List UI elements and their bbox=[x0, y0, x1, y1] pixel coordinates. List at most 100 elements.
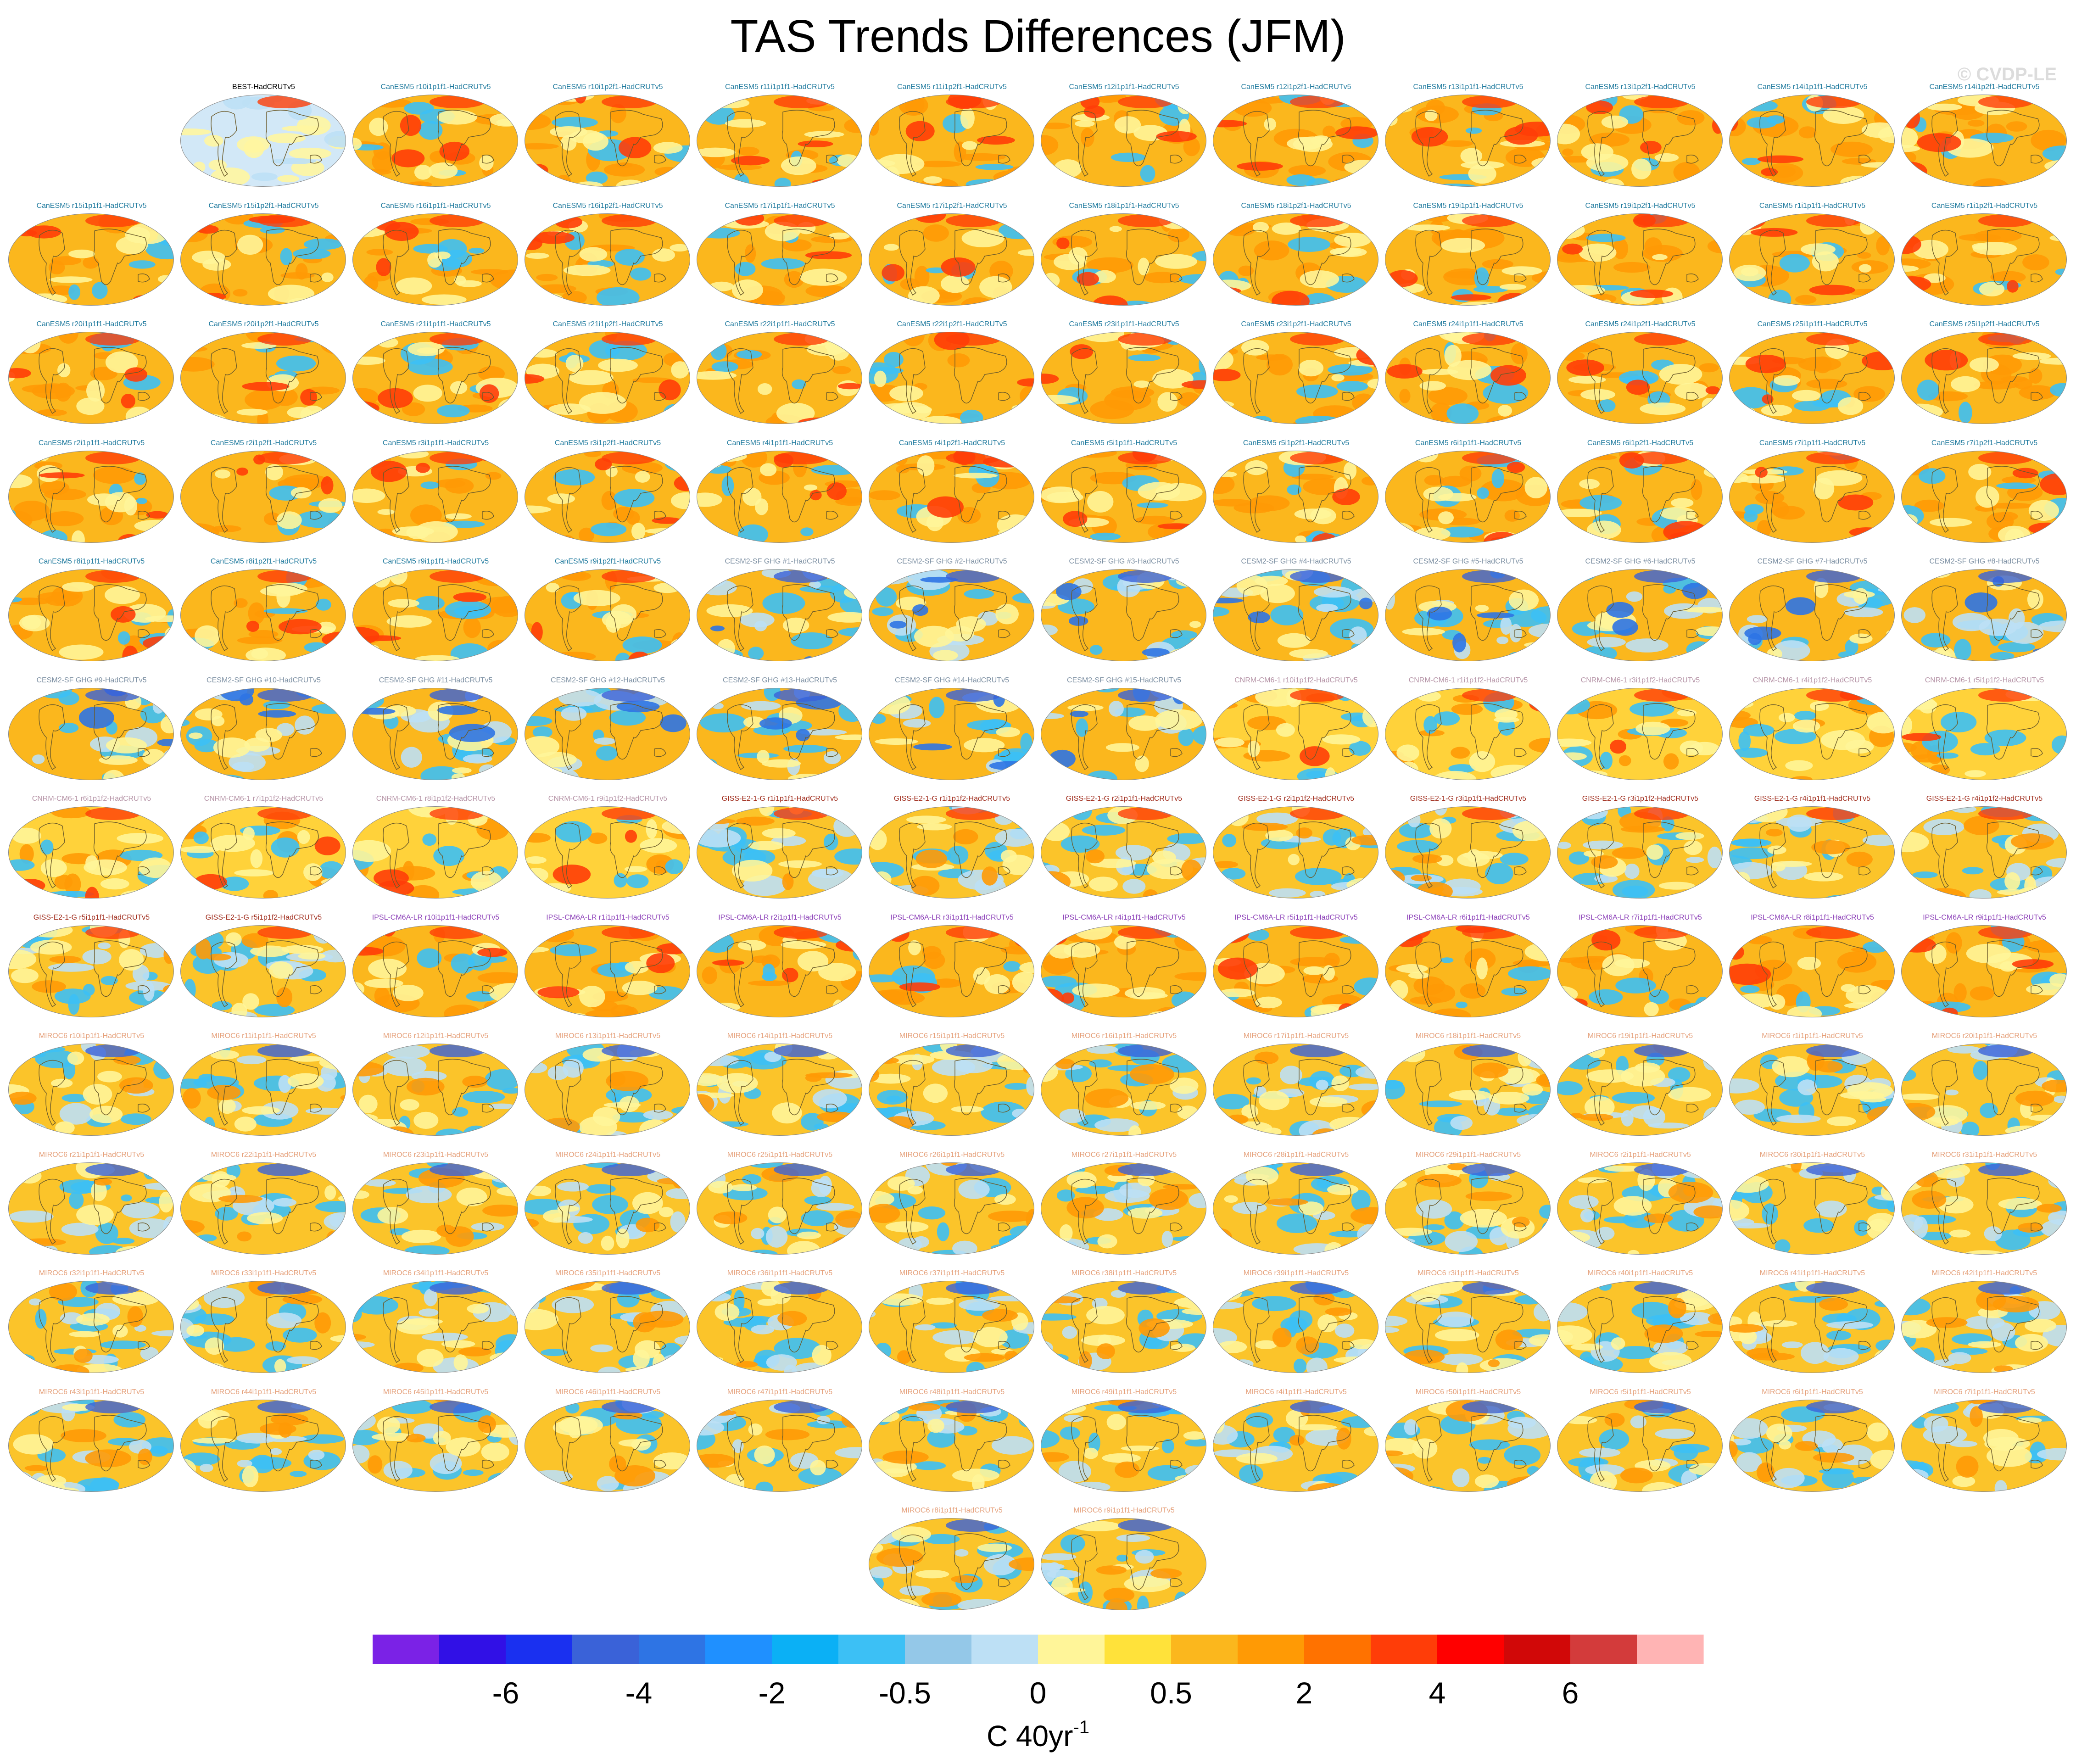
trend-map bbox=[8, 806, 174, 899]
map-panel: CanESM5 r3i1p1f1-HadCRUTv5 bbox=[350, 439, 522, 548]
map-panel-label: MIROC6 r16i1p1f1-HadCRUTv5 bbox=[1071, 1032, 1177, 1040]
map-panel: CESM2-SF GHG #1-HadCRUTv5 bbox=[694, 557, 866, 666]
map-panel: CanESM5 r7i1p2f1-HadCRUTv5 bbox=[1898, 439, 2070, 548]
map-panel-label: CanESM5 r18i1p2f1-HadCRUTv5 bbox=[1241, 201, 1351, 210]
trend-map bbox=[1557, 450, 1723, 543]
trend-map bbox=[1385, 925, 1551, 1017]
map-panel: MIROC6 r47i1p1f1-HadCRUTv5 bbox=[694, 1388, 866, 1497]
map-panel-label: CanESM5 r18i1p1f1-HadCRUTv5 bbox=[1069, 201, 1179, 210]
map-panel: CanESM5 r1i1p2f1-HadCRUTv5 bbox=[1898, 201, 2070, 311]
map-panel-label: CanESM5 r5i1p1f1-HadCRUTv5 bbox=[1071, 439, 1178, 447]
map-panel-label: MIROC6 r30i1p1f1-HadCRUTv5 bbox=[1759, 1150, 1865, 1159]
trend-map bbox=[1385, 332, 1551, 424]
trend-map bbox=[1385, 1162, 1551, 1255]
map-panel-label: GISS-E2-1-G r2i1p1f2-HadCRUTv5 bbox=[1238, 795, 1355, 803]
map-panel-label: MIROC6 r6i1p1f1-HadCRUTv5 bbox=[1762, 1388, 1863, 1396]
trend-map bbox=[1385, 213, 1551, 306]
trend-map bbox=[1729, 332, 1895, 424]
map-panel-label: CESM2-SF GHG #3-HadCRUTv5 bbox=[1069, 558, 1179, 565]
trend-map bbox=[180, 806, 346, 899]
map-panel-label: MIROC6 r25i1p1f1-HadCRUTv5 bbox=[727, 1150, 833, 1159]
trend-map bbox=[8, 1281, 174, 1373]
map-panel: CNRM-CM6-1 r3i1p1f2-HadCRUTv5 bbox=[1554, 676, 1726, 785]
map-panel: IPSL-CM6A-LR r4i1p1f1-HadCRUTv5 bbox=[1038, 913, 1210, 1022]
map-panel-label: IPSL-CM6A-LR r10i1p1f1-HadCRUTv5 bbox=[372, 913, 500, 921]
trend-map bbox=[1041, 806, 1206, 899]
map-panel-label: GISS-E2-1-G r1i1p1f2-HadCRUTv5 bbox=[893, 795, 1010, 803]
map-panel: CanESM5 r16i1p1f1-HadCRUTv5 bbox=[350, 201, 522, 311]
trend-map bbox=[525, 1399, 690, 1492]
map-panel: MIROC6 r50i1p1f1-HadCRUTv5 bbox=[1382, 1388, 1554, 1497]
trend-map bbox=[1385, 1044, 1551, 1136]
map-panel: MIROC6 r37i1p1f1-HadCRUTv5 bbox=[866, 1269, 1038, 1378]
map-panel-label: MIROC6 r48i1p1f1-HadCRUTv5 bbox=[899, 1388, 1005, 1396]
map-panel-label: CanESM5 r17i1p2f1-HadCRUTv5 bbox=[897, 201, 1007, 210]
trend-map bbox=[8, 1044, 174, 1136]
map-panel-label: CESM2-SF GHG #5-HadCRUTv5 bbox=[1413, 558, 1524, 565]
trend-map bbox=[1729, 1399, 1895, 1492]
trend-map bbox=[525, 450, 690, 543]
map-panel: MIROC6 r35i1p1f1-HadCRUTv5 bbox=[522, 1269, 694, 1378]
map-panel: MIROC6 r49i1p1f1-HadCRUTv5 bbox=[1038, 1388, 1210, 1497]
map-panel: GISS-E2-1-G r5i1p1f1-HadCRUTv5 bbox=[6, 913, 178, 1022]
map-panel-label: CanESM5 r24i1p2f1-HadCRUTv5 bbox=[1585, 320, 1696, 328]
map-panel: MIROC6 r3i1p1f1-HadCRUTv5 bbox=[1382, 1269, 1554, 1378]
map-panel-label: MIROC6 r2i1p1f1-HadCRUTv5 bbox=[1590, 1150, 1691, 1159]
colorbar-box bbox=[1371, 1635, 1438, 1664]
map-panel-label: MIROC6 r4i1p1f1-HadCRUTv5 bbox=[1245, 1388, 1347, 1396]
trend-map bbox=[697, 687, 862, 780]
map-panel-label: CanESM5 r21i1p1f1-HadCRUTv5 bbox=[380, 320, 491, 328]
trend-map bbox=[1901, 213, 2067, 306]
map-panel: GISS-E2-1-G r3i1p1f1-HadCRUTv5 bbox=[1382, 794, 1554, 904]
trend-map bbox=[697, 569, 862, 661]
map-panel-label: CanESM5 r14i1p1f1-HadCRUTv5 bbox=[1757, 83, 1868, 91]
map-panel: MIROC6 r15i1p1f1-HadCRUTv5 bbox=[866, 1032, 1038, 1141]
colorbar-box bbox=[1171, 1635, 1238, 1664]
trend-map bbox=[1901, 687, 2067, 780]
map-panel: MIROC6 r44i1p1f1-HadCRUTv5 bbox=[178, 1388, 350, 1497]
map-panel: CanESM5 r18i1p1f1-HadCRUTv5 bbox=[1038, 201, 1210, 311]
map-panel-label: MIROC6 r38i1p1f1-HadCRUTv5 bbox=[1071, 1269, 1177, 1277]
map-panel: CanESM5 r4i1p1f1-HadCRUTv5 bbox=[694, 439, 866, 548]
map-panel: IPSL-CM6A-LR r5i1p1f1-HadCRUTv5 bbox=[1210, 913, 1382, 1022]
map-panel: MIROC6 r13i1p1f1-HadCRUTv5 bbox=[522, 1032, 694, 1141]
map-panel-label: MIROC6 r15i1p1f1-HadCRUTv5 bbox=[899, 1032, 1005, 1040]
map-panel: CESM2-SF GHG #10-HadCRUTv5 bbox=[178, 676, 350, 785]
map-panel: CanESM5 r11i1p2f1-HadCRUTv5 bbox=[866, 83, 1038, 192]
trend-map bbox=[869, 1044, 1034, 1136]
map-panel: MIROC6 r16i1p1f1-HadCRUTv5 bbox=[1038, 1032, 1210, 1141]
trend-map bbox=[1901, 1044, 2067, 1136]
trend-map bbox=[8, 332, 174, 424]
colorbar-units-text: C 40yr bbox=[987, 1719, 1073, 1753]
trend-map bbox=[1041, 687, 1206, 780]
map-panel: BEST-HadCRUTv5 bbox=[178, 83, 350, 192]
trend-map bbox=[1213, 332, 1378, 424]
map-panel: CanESM5 r14i1p2f1-HadCRUTv5 bbox=[1898, 83, 2070, 192]
map-panel-label: CNRM-CM6-1 r9i1p1f2-HadCRUTv5 bbox=[548, 795, 668, 803]
map-panel-label: CESM2-SF GHG #9-HadCRUTv5 bbox=[36, 676, 147, 684]
map-panel: MIROC6 r45i1p1f1-HadCRUTv5 bbox=[350, 1388, 522, 1497]
map-panel-label: CESM2-SF GHG #15-HadCRUTv5 bbox=[1067, 676, 1181, 684]
trend-map bbox=[697, 332, 862, 424]
map-panel-label: CanESM5 r11i1p2f1-HadCRUTv5 bbox=[897, 83, 1007, 91]
trend-map bbox=[1041, 569, 1206, 661]
map-panel: CanESM5 r6i1p2f1-HadCRUTv5 bbox=[1554, 439, 1726, 548]
map-panel-label: CanESM5 r22i1p1f1-HadCRUTv5 bbox=[725, 320, 835, 328]
map-panel-label: MIROC6 r10i1p1f1-HadCRUTv5 bbox=[39, 1032, 145, 1040]
trend-map bbox=[525, 95, 690, 187]
map-panel: CanESM5 r8i1p2f1-HadCRUTv5 bbox=[178, 557, 350, 666]
map-panel-label: CanESM5 r1i1p1f1-HadCRUTv5 bbox=[1759, 201, 1866, 210]
colorbar-tick-label: 0 bbox=[1030, 1676, 1047, 1710]
trend-map bbox=[1385, 1281, 1551, 1373]
map-panel: CESM2-SF GHG #15-HadCRUTv5 bbox=[1038, 676, 1210, 785]
map-panel-label: GISS-E2-1-G r5i1p1f2-HadCRUTv5 bbox=[205, 913, 322, 921]
map-panel-label: CNRM-CM6-1 r10i1p1f2-HadCRUTv5 bbox=[1234, 676, 1358, 684]
map-panel: MIROC6 r27i1p1f1-HadCRUTv5 bbox=[1038, 1150, 1210, 1260]
map-panel-label: CanESM5 r2i1p1f1-HadCRUTv5 bbox=[38, 439, 145, 447]
map-panel: GISS-E2-1-G r2i1p1f2-HadCRUTv5 bbox=[1210, 794, 1382, 904]
map-panel-label: MIROC6 r21i1p1f1-HadCRUTv5 bbox=[39, 1150, 145, 1159]
map-panel-label: GISS-E2-1-G r3i1p1f2-HadCRUTv5 bbox=[1582, 795, 1699, 803]
trend-map bbox=[1557, 925, 1723, 1017]
trend-map bbox=[352, 806, 518, 899]
map-panel-label: CanESM5 r4i1p2f1-HadCRUTv5 bbox=[898, 439, 1005, 447]
